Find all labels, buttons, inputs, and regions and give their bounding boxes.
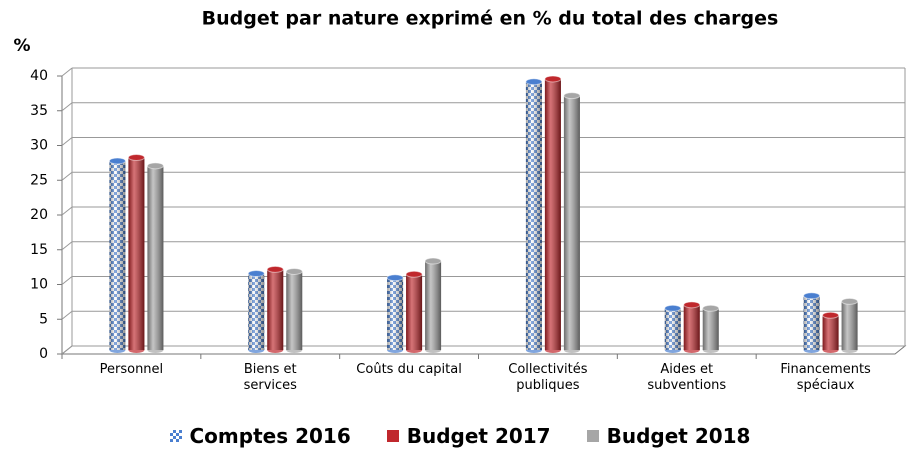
bar-top <box>108 157 126 165</box>
bar-shade <box>425 261 442 350</box>
bar-top <box>664 304 682 312</box>
bar-top <box>146 162 164 170</box>
y-tick-label: 35 <box>30 103 48 119</box>
bar-shade <box>267 269 284 350</box>
floor <box>60 345 907 355</box>
grid-line-side <box>61 276 73 285</box>
bar-top <box>683 301 701 309</box>
bar-top <box>127 153 145 161</box>
legend-label: Budget 2017 <box>406 424 551 448</box>
y-tick-label: 25 <box>30 172 48 188</box>
y-tick-label: 10 <box>30 277 48 293</box>
bar-top <box>424 257 442 265</box>
grid-line-side <box>61 310 73 320</box>
bar-top <box>285 267 303 275</box>
bar-top <box>563 92 581 100</box>
legend-item: Budget 2018 <box>586 424 751 448</box>
x-tick-label: Financements spéciaux <box>780 362 871 393</box>
bar-top <box>247 270 265 278</box>
x-tick-label: Aides et subventions <box>647 362 727 393</box>
y-tick-label: 20 <box>30 207 48 223</box>
y-tick-label: 30 <box>30 138 48 154</box>
bar-shade <box>841 301 858 350</box>
grid-line-side <box>61 67 73 77</box>
chart-canvas: Budget par nature exprimé en % du total … <box>13 8 907 362</box>
legend-swatch <box>386 430 399 442</box>
grid-line-side <box>61 241 73 251</box>
legend-label: Comptes 2016 <box>189 424 351 448</box>
bar-top <box>822 311 840 319</box>
grid-line-side <box>61 102 73 112</box>
bar-top <box>803 292 821 300</box>
bar-shade <box>128 157 145 350</box>
bar-shade <box>406 274 423 350</box>
x-tick-label: Coûts du capital <box>356 362 462 377</box>
bar-top <box>544 75 562 83</box>
bar-shade <box>248 273 265 350</box>
bar-top <box>702 304 720 312</box>
bar-top <box>266 265 284 273</box>
chart-title: Budget par nature exprimé en % du total … <box>202 8 779 30</box>
bar-shade <box>702 308 719 350</box>
bar-shade <box>147 165 164 350</box>
bar-shade <box>387 277 404 350</box>
bar-shade <box>563 95 580 350</box>
y-tick-label: 40 <box>30 68 48 84</box>
bar-top <box>841 297 859 305</box>
legend-label: Budget 2018 <box>606 424 751 448</box>
legend: Comptes 2016 Budget 2017 Budget 2018 <box>0 424 920 448</box>
bar-shade <box>664 308 681 350</box>
bar-top <box>525 78 543 86</box>
bar-shade <box>109 160 126 350</box>
bar-top <box>386 274 404 282</box>
x-tick-label: Collectivités publiques <box>508 362 588 393</box>
legend-swatch <box>586 430 599 442</box>
bar-shade <box>525 81 542 350</box>
y-tick-label: 0 <box>39 346 48 362</box>
bar-top <box>405 270 423 278</box>
y-tick-label: 5 <box>39 311 48 327</box>
bar-shade <box>683 304 700 350</box>
grid-line-side <box>61 137 73 146</box>
bar-shade <box>286 271 303 350</box>
y-tick-label: 15 <box>30 242 48 258</box>
bar-shade <box>822 315 839 350</box>
x-tick-label: Biens et services <box>243 362 297 393</box>
legend-swatch <box>169 430 182 442</box>
x-tick-label: Personnel <box>99 362 164 377</box>
grid-line-side <box>61 206 73 216</box>
y-axis-label: % <box>13 36 30 56</box>
bar-shade <box>544 78 561 350</box>
grid-line-side <box>61 171 73 181</box>
legend-item: Budget 2017 <box>386 424 551 448</box>
legend-item: Comptes 2016 <box>169 424 351 448</box>
grid-line-side <box>61 345 73 355</box>
bar-shade <box>803 295 820 350</box>
